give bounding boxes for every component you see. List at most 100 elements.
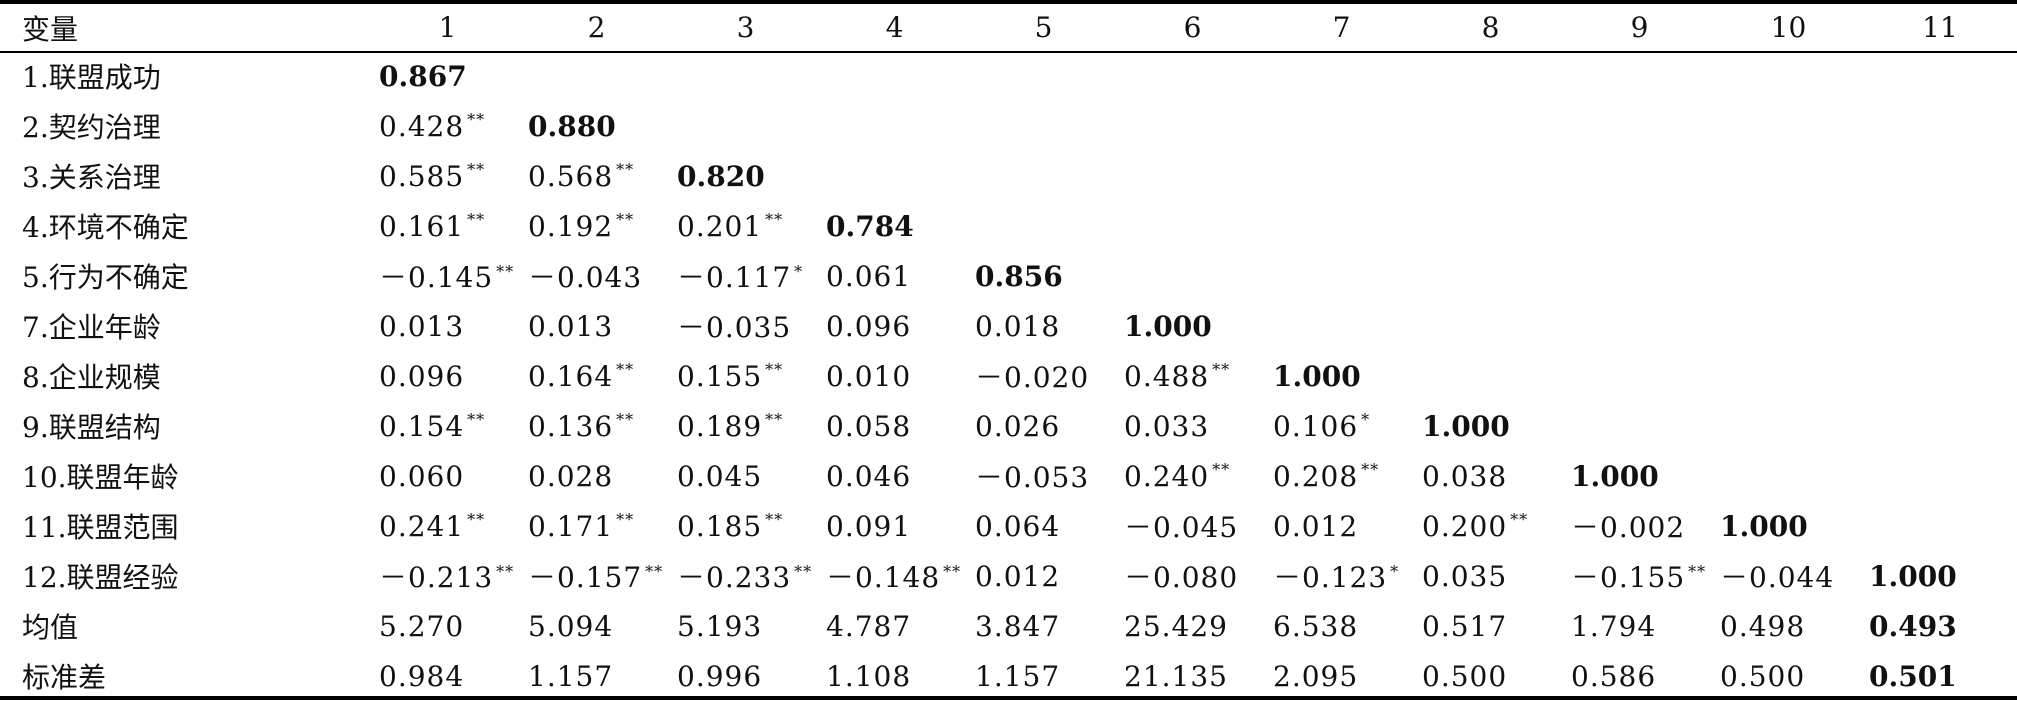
table-cell [1565,101,1714,151]
table-cell: 0.428 ** [373,101,522,151]
cell-value: －0.043 [528,261,643,294]
top-rule [0,0,2017,4]
table-cell: 2.095 [1267,651,1416,701]
cell-value: 5.270 [379,609,465,643]
table-cell [1267,251,1416,301]
table-cell [1714,351,1863,401]
table-cell [1267,101,1416,151]
table-cell: 4.787 [820,601,969,651]
table-cell: －0.155 ** [1565,551,1714,601]
table-cell: 0.488 ** [1118,351,1267,401]
table-cell [1416,151,1565,201]
table-cell [969,201,1118,251]
cell-value: 0.106 [1273,409,1359,443]
row-label: 8.企业规模 [22,361,161,394]
cell-value: 0.061 [826,259,912,293]
table-cell [1863,501,2017,551]
table-row: 5.行为不确定 －0.145 ** －0.043 －0.117 * 0.061 0.856 [0,251,2017,301]
cell-value: 0.428 [379,109,465,143]
table-cell [969,101,1118,151]
cell-value: －0.080 [1124,561,1239,594]
cell-value: 0.201 [677,209,763,243]
table-cell [1863,101,2017,151]
significance-mark: ** [467,510,486,530]
cell-value: 25.429 [1124,609,1228,643]
table-cell [1714,201,1863,251]
cell-value: 0.026 [975,409,1061,443]
cell-value: 0.012 [1273,509,1359,543]
cell-value: －0.045 [1124,511,1239,544]
header-col-10: 10 [1770,11,1807,44]
table-row: 11.联盟范围 0.241 ** 0.171 ** 0.185 ** 0.091 0.064 －0… [0,501,2017,551]
cell-value: 4.787 [826,609,912,643]
table-cell: 0.064 [969,501,1118,551]
cell-value: 0.096 [826,309,912,343]
cell-value: 1.000 [1720,509,1808,543]
cell-value: 5.094 [528,609,614,643]
significance-mark: ** [616,160,635,180]
header-col-3: 3 [736,11,755,44]
cell-value: 0.498 [1720,609,1806,643]
correlation-table: 变量 1 2 3 4 5 6 7 8 9 10 11 1.联盟成功 0.867 2.契约治理 0.428 **… [0,4,2017,701]
table-cell [1565,51,1714,101]
table-cell: 0.784 [820,201,969,251]
table-cell: 0.493 [1863,601,2017,651]
cell-value: 1.157 [528,659,614,693]
table-cell: 0.035 [1416,551,1565,601]
table-cell: 0.585 ** [373,151,522,201]
table-cell: 0.820 [671,151,820,201]
table-cell: 0.033 [1118,401,1267,451]
row-label: 5.行为不确定 [22,261,189,294]
cell-value: 0.091 [826,509,912,543]
row-label: 9.联盟结构 [22,411,161,444]
table-cell [1863,201,2017,251]
significance-mark: * [794,261,804,281]
table-cell: 0.046 [820,451,969,501]
significance-mark: ** [496,261,515,281]
table-cell: －0.043 [522,251,671,301]
table-cell: 1.000 [1863,551,2017,601]
significance-mark: ** [616,510,635,530]
table-cell: 0.201 ** [671,201,820,251]
row-label: 12.联盟经验 [22,561,179,594]
table-row: 10.联盟年龄 0.060 0.028 0.045 0.046 －0.053 0.240 **… [0,451,2017,501]
row-label: 均值 [22,611,79,644]
table-cell: 0.517 [1416,601,1565,651]
table-cell: 0.867 [373,51,522,101]
table-cell [1118,201,1267,251]
table-cell: 0.155 ** [671,351,820,401]
table-cell: －0.233 ** [671,551,820,601]
table-cell: 0.164 ** [522,351,671,401]
cell-value: －0.123 [1273,561,1388,594]
cell-value: 0.064 [975,509,1061,543]
table-cell: 3.847 [969,601,1118,651]
cell-value: 0.586 [1571,659,1657,693]
table-cell [1863,251,2017,301]
cell-value: 1.000 [1273,359,1361,393]
significance-mark: ** [1212,360,1231,380]
header-col-5: 5 [1034,11,1053,44]
cell-value: 1.794 [1571,609,1657,643]
cell-value: 0.208 [1273,459,1359,493]
table-cell: 0.240 ** [1118,451,1267,501]
cell-value: 0.493 [1869,609,1957,643]
table-cell: 0.026 [969,401,1118,451]
table-row: 标准差 0.984 1.157 0.996 1.108 1.157 21.135 2.095 0… [0,651,2017,701]
table-cell: －0.117 * [671,251,820,301]
cell-value: 0.501 [1869,659,1957,693]
cell-value: 0.060 [379,459,465,493]
cell-value: －0.145 [379,261,494,294]
significance-mark: ** [616,210,635,230]
table-cell: 0.028 [522,451,671,501]
table-header-row: 变量 1 2 3 4 5 6 7 8 9 10 11 [0,4,2017,51]
table-cell [1565,301,1714,351]
cell-value: 6.538 [1273,609,1359,643]
table-cell: 1.794 [1565,601,1714,651]
cell-value: 2.095 [1273,659,1359,693]
table-cell: 0.010 [820,351,969,401]
table-cell: 0.096 [373,351,522,401]
header-col-7: 7 [1332,11,1351,44]
table-cell: 0.501 [1863,651,2017,701]
table-cell: 25.429 [1118,601,1267,651]
table-cell: 0.012 [1267,501,1416,551]
